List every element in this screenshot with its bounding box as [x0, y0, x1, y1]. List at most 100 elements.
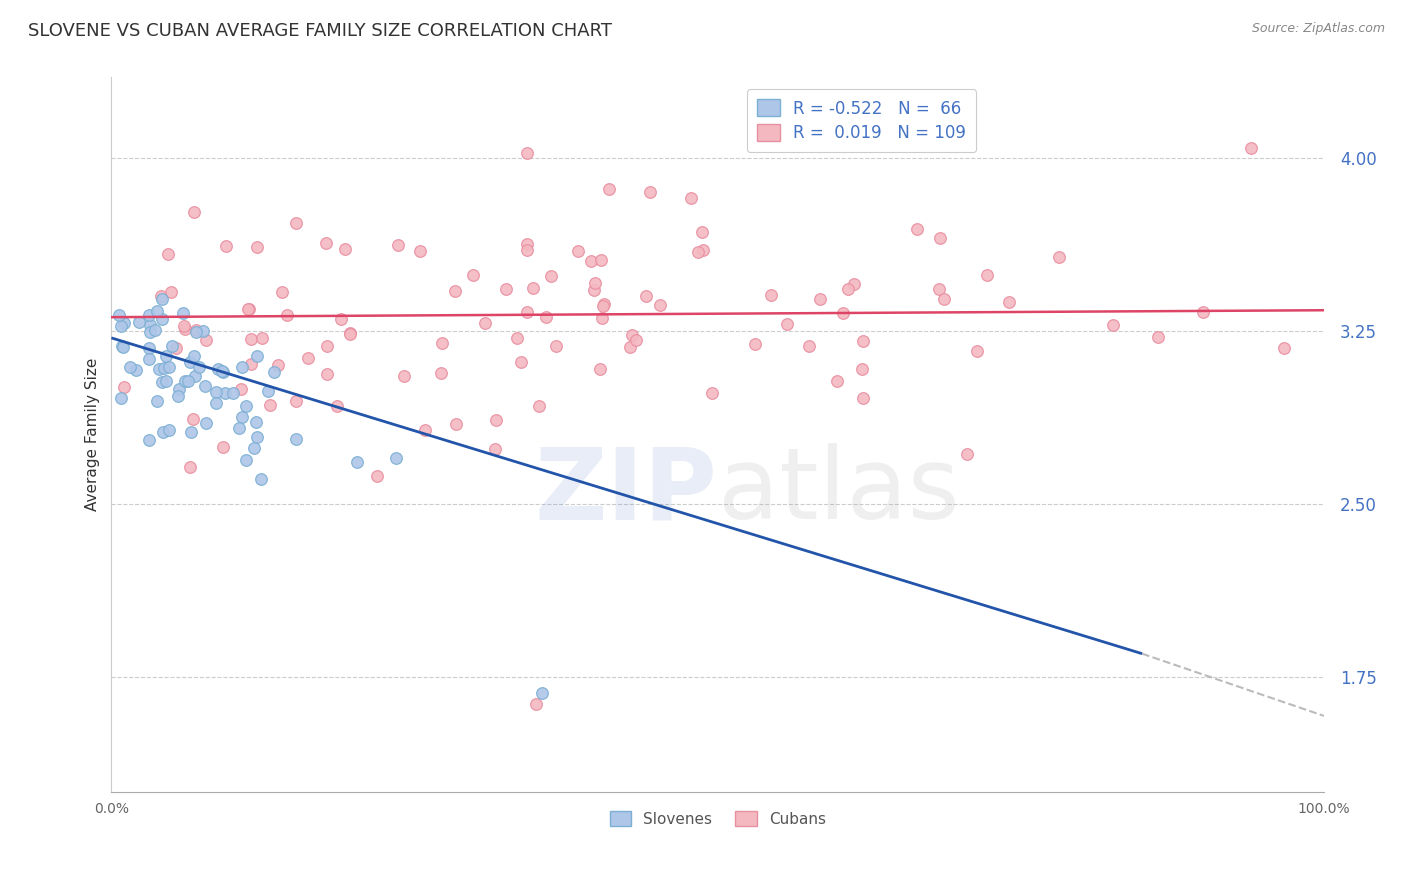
Point: [138, 352, 160, 367]
Point: [929, 230, 952, 244]
Point: [160, 338, 183, 352]
Point: [385, 451, 408, 466]
Point: [214, 386, 236, 401]
Point: [650, 298, 672, 312]
Point: [172, 306, 194, 320]
Point: [330, 311, 353, 326]
Point: [139, 326, 162, 340]
Point: [167, 383, 190, 397]
Point: [195, 333, 218, 347]
Point: [463, 268, 485, 283]
Text: Source: ZipAtlas.com: Source: ZipAtlas.com: [1251, 22, 1385, 36]
Point: [150, 376, 173, 390]
Point: [285, 393, 308, 408]
Point: [581, 254, 603, 268]
Point: [524, 698, 547, 712]
Point: [776, 317, 799, 331]
Point: [333, 242, 356, 256]
Point: [128, 315, 150, 329]
Point: [837, 282, 859, 296]
Point: [194, 416, 217, 430]
Point: [240, 358, 263, 372]
Point: [851, 362, 873, 376]
Point: [956, 447, 979, 461]
Point: [150, 289, 173, 303]
Point: [235, 453, 257, 467]
Point: [204, 396, 226, 410]
Point: [998, 294, 1021, 309]
Point: [430, 366, 453, 380]
Point: [516, 236, 538, 251]
Point: [339, 326, 361, 341]
Point: [207, 362, 229, 376]
Point: [582, 283, 605, 297]
Point: [246, 350, 269, 364]
Point: [681, 191, 703, 205]
Y-axis label: Average Family Size: Average Family Size: [86, 358, 100, 511]
Point: [540, 268, 562, 283]
Point: [238, 301, 260, 316]
Point: [1240, 141, 1263, 155]
Point: [204, 385, 226, 400]
Point: [346, 455, 368, 469]
Point: [592, 299, 614, 313]
Text: atlas: atlas: [717, 443, 959, 541]
Point: [167, 389, 190, 403]
Point: [150, 292, 173, 306]
Point: [905, 221, 928, 235]
Point: [799, 338, 821, 352]
Point: [619, 340, 641, 354]
Point: [1192, 305, 1215, 319]
Point: [932, 292, 955, 306]
Point: [211, 364, 233, 378]
Point: [474, 316, 496, 330]
Point: [686, 244, 709, 259]
Point: [534, 310, 557, 325]
Point: [598, 182, 620, 196]
Point: [297, 351, 319, 365]
Point: [267, 358, 290, 372]
Point: [239, 332, 262, 346]
Point: [212, 440, 235, 454]
Point: [852, 334, 875, 348]
Point: [111, 339, 134, 353]
Point: [315, 235, 337, 250]
Point: [621, 328, 644, 343]
Point: [276, 308, 298, 322]
Point: [263, 365, 285, 379]
Point: [194, 379, 217, 393]
Point: [108, 308, 131, 322]
Point: [125, 363, 148, 377]
Point: [152, 361, 174, 376]
Point: [138, 308, 160, 322]
Point: [243, 442, 266, 456]
Point: [250, 472, 273, 486]
Point: [112, 380, 135, 394]
Point: [155, 374, 177, 388]
Point: [1274, 341, 1296, 355]
Point: [110, 391, 132, 405]
Point: [522, 281, 544, 295]
Point: [591, 253, 613, 268]
Point: [214, 239, 236, 253]
Point: [339, 326, 361, 341]
Point: [284, 216, 307, 230]
Point: [191, 324, 214, 338]
Point: [638, 185, 661, 199]
Point: [271, 285, 294, 299]
Point: [759, 288, 782, 302]
Point: [138, 434, 160, 448]
Point: [808, 292, 831, 306]
Point: [692, 243, 714, 257]
Point: [430, 336, 453, 351]
Point: [928, 282, 950, 296]
Point: [146, 394, 169, 409]
Point: [165, 341, 187, 355]
Point: [110, 318, 132, 333]
Point: [174, 322, 197, 336]
Point: [246, 240, 269, 254]
Point: [827, 374, 849, 388]
Point: [1102, 318, 1125, 332]
Point: [183, 349, 205, 363]
Legend: Slovenes, Cubans: Slovenes, Cubans: [602, 804, 834, 834]
